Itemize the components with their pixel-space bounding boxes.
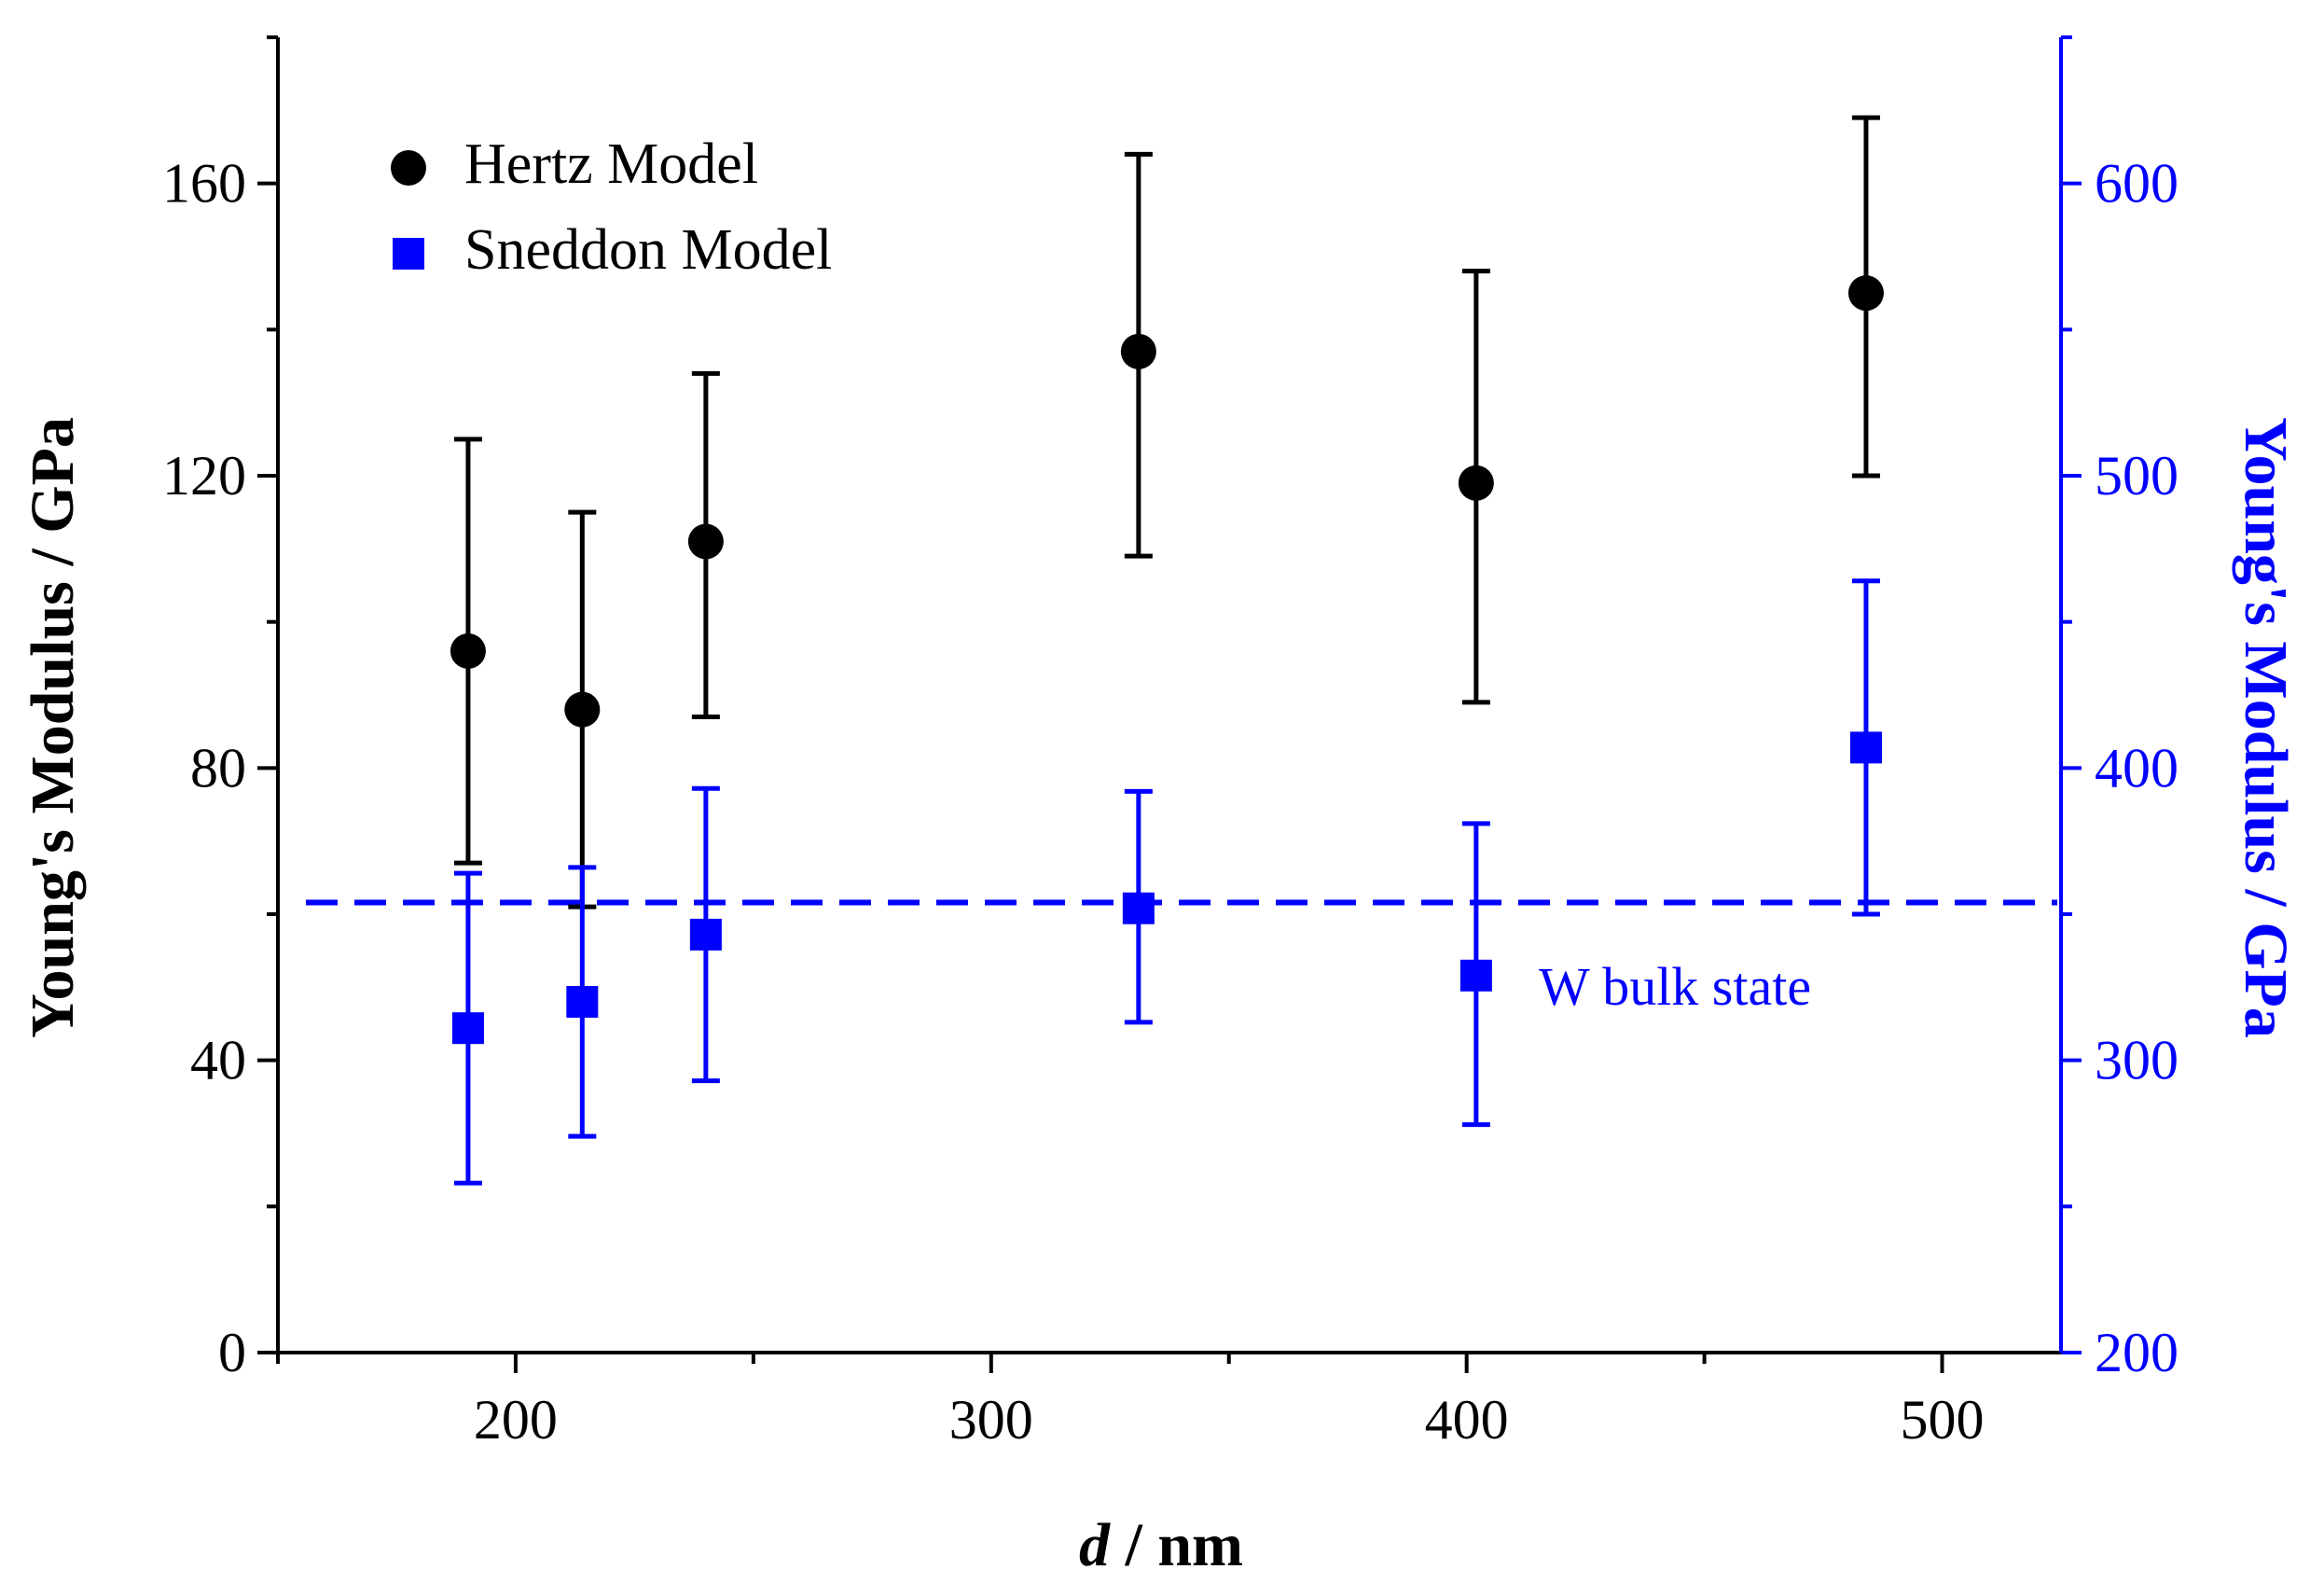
data-point [687, 523, 724, 560]
data-point [1459, 959, 1492, 992]
legend-label: Sneddon Model [464, 218, 832, 282]
y-axis-right-label: Young's Modulus / GPa [2232, 417, 2300, 1038]
reference-line-group: W bulk state [306, 899, 2057, 1017]
data-point [1847, 275, 1884, 312]
y-left-tick-label: 120 [162, 445, 246, 507]
axes: 200 300 400 500 0 40 80 120 160 200 300 400 500 600 [162, 35, 2179, 1451]
y-axis-left-label: Young's Modulus / GPa [19, 417, 87, 1038]
y-left-tick-label: 0 [218, 1322, 246, 1383]
legend-marker-square [393, 238, 424, 270]
x-axis-label: d / nm [1079, 1511, 1243, 1579]
reference-line-label: W bulk state [1539, 956, 1811, 1017]
series-hertz-model [450, 115, 1884, 910]
data-point [1849, 731, 1882, 764]
data-point [1122, 892, 1155, 924]
y-right-tick-label: 400 [2095, 737, 2179, 798]
y-right-tick-label: 200 [2095, 1322, 2179, 1383]
x-axis-label-symbol: d [1079, 1511, 1111, 1579]
legend: Hertz Model Sneddon Model [391, 132, 832, 282]
y-left-tick-label: 80 [190, 737, 246, 798]
data-point [450, 633, 486, 669]
data-point [1458, 465, 1494, 501]
y-right-tick-label: 300 [2095, 1030, 2179, 1091]
data-point [689, 918, 722, 951]
x-axis-label-unit: / nm [1110, 1511, 1243, 1579]
series-sneddon-model [451, 578, 1882, 1186]
legend-marker-circle [391, 150, 426, 186]
y-right-tick-label: 500 [2095, 445, 2179, 507]
series-group [450, 115, 1884, 1186]
x-tick-label: 300 [949, 1389, 1033, 1451]
data-point [1120, 333, 1156, 369]
y-right-tick-label: 600 [2095, 153, 2179, 215]
legend-label: Hertz Model [464, 132, 758, 196]
x-tick-label: 400 [1425, 1389, 1509, 1451]
data-point [564, 691, 601, 728]
y-left-tick-label: 160 [162, 153, 246, 215]
x-tick-label: 500 [1901, 1389, 1985, 1451]
data-point [451, 1012, 484, 1045]
y-left-tick-label: 40 [190, 1030, 246, 1091]
x-tick-label: 200 [474, 1389, 558, 1451]
data-point [566, 986, 599, 1018]
